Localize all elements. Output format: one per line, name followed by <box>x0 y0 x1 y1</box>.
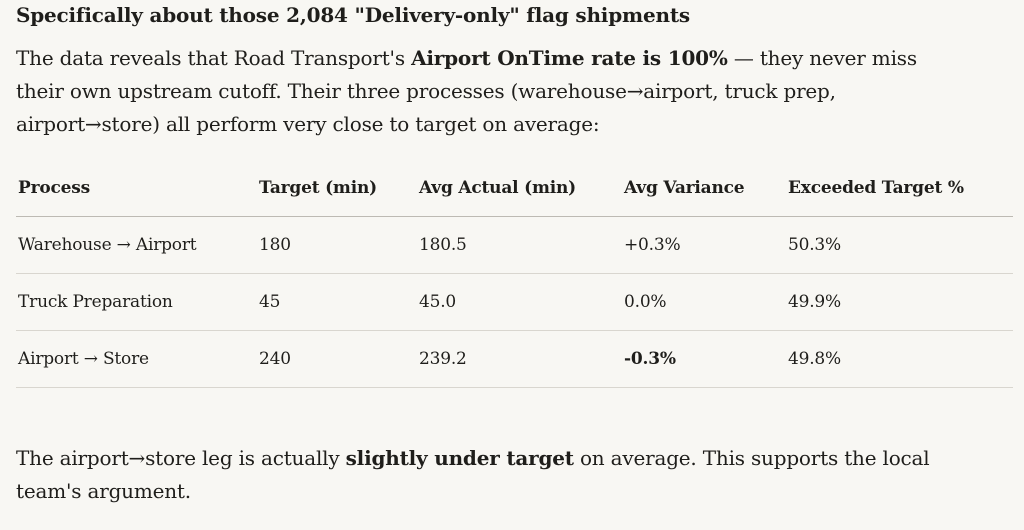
outro-line-1: The airport→store leg is actually slight… <box>16 442 1006 475</box>
intro-text-end: — they never miss <box>727 46 917 70</box>
outro-paragraph: The airport→store leg is actually slight… <box>16 442 1006 508</box>
intro-line-2: their own upstream cutoff. Their three p… <box>16 79 836 103</box>
table-row: Airport → Store 240 239.2 -0.3% 49.8% <box>16 330 1013 388</box>
cell-avg-actual: 239.2 <box>417 330 622 388</box>
outro-line-2: team's argument. <box>16 479 191 503</box>
intro-emphasis: Airport OnTime rate is 100% <box>411 46 728 70</box>
cell-target: 240 <box>257 330 417 388</box>
cell-avg-variance: 0.0% <box>622 273 786 331</box>
section-heading: Specifically about those 2,084 "Delivery… <box>16 3 690 27</box>
outro-emphasis: slightly under target <box>345 446 574 470</box>
cell-avg-actual: 45.0 <box>417 273 622 331</box>
outro-text-start: The airport→store leg is actually <box>16 446 346 470</box>
intro-text-start: The data reveals that Road Transport's <box>16 46 412 70</box>
intro-paragraph: The data reveals that Road Transport's A… <box>16 42 1006 141</box>
intro-line-1: The data reveals that Road Transport's A… <box>16 42 1006 75</box>
header-avg-actual: Avg Actual (min) <box>417 160 622 217</box>
header-exceeded-target: Exceeded Target % <box>786 160 1013 217</box>
header-target: Target (min) <box>257 160 417 217</box>
cell-avg-variance: +0.3% <box>622 216 786 274</box>
outro-text-end: on average. This supports the local <box>573 446 930 470</box>
cell-target: 180 <box>257 216 417 274</box>
cell-avg-actual: 180.5 <box>417 216 622 274</box>
process-table: Process Target (min) Avg Actual (min) Av… <box>16 160 1013 388</box>
intro-line-3: airport→store) all perform very close to… <box>16 112 600 136</box>
cell-process: Airport → Store <box>16 330 257 388</box>
table-row: Truck Preparation 45 45.0 0.0% 49.9% <box>16 273 1013 331</box>
cell-exceeded-target: 49.8% <box>786 330 1013 388</box>
cell-avg-variance: -0.3% <box>622 330 786 388</box>
cell-exceeded-target: 49.9% <box>786 273 1013 331</box>
cell-target: 45 <box>257 273 417 331</box>
header-avg-variance: Avg Variance <box>622 160 786 217</box>
header-process: Process <box>16 160 257 217</box>
cell-exceeded-target: 50.3% <box>786 216 1013 274</box>
table-header-row: Process Target (min) Avg Actual (min) Av… <box>16 160 1013 217</box>
cell-process: Warehouse → Airport <box>16 216 257 274</box>
cell-process: Truck Preparation <box>16 273 257 331</box>
table-row: Warehouse → Airport 180 180.5 +0.3% 50.3… <box>16 216 1013 274</box>
